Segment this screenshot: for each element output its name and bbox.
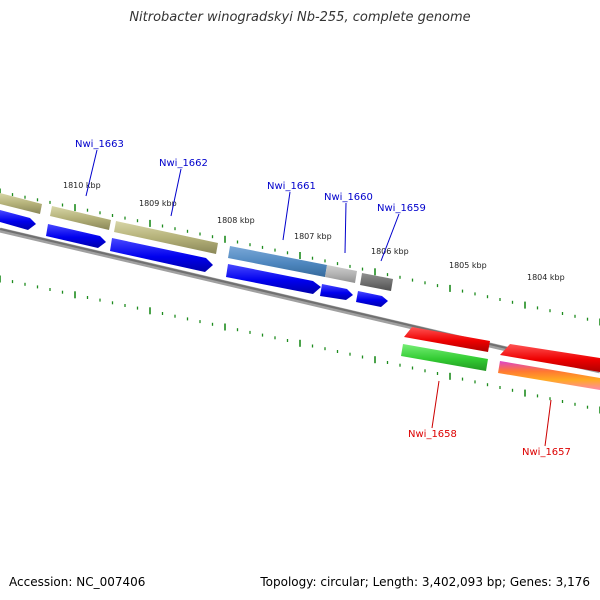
leader-line — [170, 168, 182, 217]
kbp-label-1810: 1810 kbp — [63, 181, 101, 190]
gene-label-nwi-1659[interactable]: Nwi_1659 — [377, 203, 426, 214]
kbp-label-1806: 1806 kbp — [371, 247, 409, 256]
cds-arrow-forward[interactable] — [46, 224, 106, 248]
category-box-green[interactable] — [401, 344, 488, 371]
category-box-multicolor[interactable] — [498, 361, 600, 390]
gene-label-nwi-1662[interactable]: Nwi_1662 — [159, 158, 208, 169]
category-box-olive[interactable] — [114, 221, 218, 254]
cds-arrow-reverse[interactable] — [404, 327, 490, 352]
leader-line — [344, 202, 347, 254]
cds-arrow-forward[interactable] — [320, 284, 353, 300]
cds-arrow-forward[interactable] — [110, 238, 213, 272]
kbp-label-1805: 1805 kbp — [449, 261, 487, 270]
category-box-dark[interactable] — [360, 273, 393, 291]
category-box-olive[interactable] — [50, 206, 111, 230]
gene-label-nwi-1657[interactable]: Nwi_1657 — [522, 447, 571, 458]
leader-line — [85, 149, 98, 197]
cds-arrow-forward[interactable] — [356, 291, 388, 307]
gene-label-nwi-1660[interactable]: Nwi_1660 — [324, 192, 373, 203]
gene-label-nwi-1658[interactable]: Nwi_1658 — [408, 429, 457, 440]
map-title: Nitrobacter winogradskyi Nb-255, complet… — [129, 10, 471, 25]
kbp-label-1808: 1808 kbp — [217, 216, 255, 225]
leader-line — [282, 191, 291, 241]
kbp-label-1804: 1804 kbp — [527, 273, 565, 282]
topology-text: Topology: circular; Length: 3,402,093 bp… — [260, 575, 590, 589]
category-box-gray[interactable] — [325, 265, 357, 283]
cds-arrow-forward[interactable] — [226, 264, 321, 294]
gene-label-nwi-1663[interactable]: Nwi_1663 — [75, 139, 124, 150]
cds-arrow-forward[interactable] — [0, 210, 36, 230]
cds-arrow-reverse[interactable] — [500, 344, 600, 372]
tick-row-forward — [0, 188, 600, 326]
kbp-label-1809: 1809 kbp — [139, 199, 177, 208]
category-box-olive[interactable] — [0, 193, 42, 214]
leader-line — [544, 399, 552, 447]
gene-label-nwi-1661[interactable]: Nwi_1661 — [267, 181, 316, 192]
leader-line — [431, 380, 440, 429]
leader-line — [380, 213, 400, 262]
accession-text: Accession: NC_007406 — [9, 575, 146, 589]
category-box-steelblue[interactable] — [228, 246, 327, 277]
tick-row-reverse — [0, 275, 600, 414]
kbp-label-1807: 1807 kbp — [294, 232, 332, 241]
